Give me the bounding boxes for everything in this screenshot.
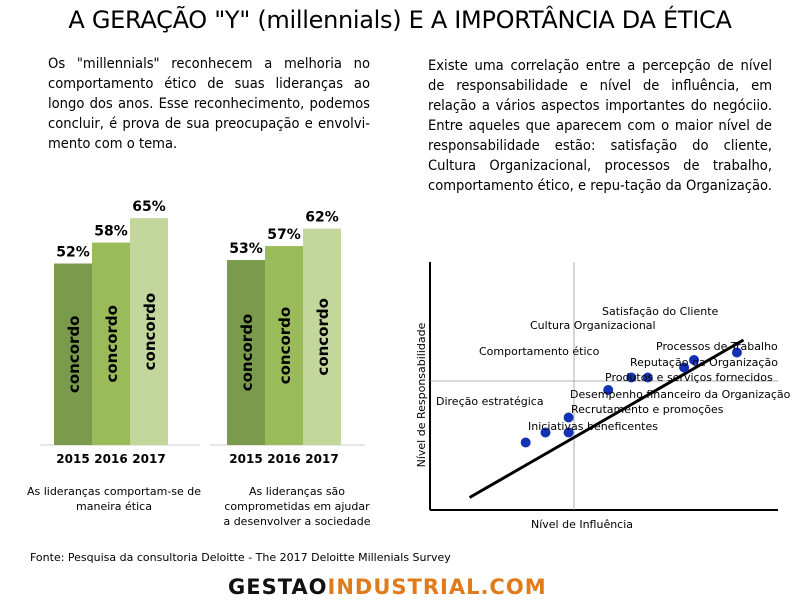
brand-logo[interactable]: GESTAOINDUSTRIAL.COM <box>228 575 588 599</box>
scatter-point-label: Cultura Organizacional <box>530 319 656 332</box>
scatter-point-label: Desempenho financeiro da Organização <box>570 388 791 401</box>
bar-value-label: 52% <box>56 245 90 261</box>
bar-category-label: 2017 <box>132 452 165 466</box>
scatter-point <box>563 427 574 438</box>
bar-chart-2-caption: As lideranças são comprometidas em ajuda… <box>223 485 371 528</box>
scatter-point <box>540 427 551 438</box>
scatter-point-label: Direção estratégica <box>436 395 544 408</box>
scatter-point-label: Comportamento ético <box>479 345 600 358</box>
scatter-point-label: Processos de Trabalho <box>656 340 778 353</box>
brand-part-2: INDUSTRIAL.COM <box>327 575 547 599</box>
scatter-point-label: Reputação da Organização <box>630 356 778 369</box>
bar-1-2017 <box>130 218 168 445</box>
bar-inner-label: concordo <box>238 314 256 392</box>
left-paragraph: Os "millennials" reconhecem a melhoria n… <box>48 55 370 152</box>
bar-inner-label: concordo <box>103 305 121 383</box>
bar-category-label: 2015 <box>229 452 262 466</box>
scatter-y-label: Nível de Responsabilidade <box>415 322 428 467</box>
scatter-point <box>642 372 653 383</box>
scatter-point-label: Satisfação do Cliente <box>602 305 719 318</box>
bar-category-label: 2016 <box>94 452 127 466</box>
bar-inner-label: concordo <box>314 298 332 376</box>
scatter-point <box>679 362 690 373</box>
scatter-point-label: Recrutamento e promoções <box>571 403 724 416</box>
bar-1-2016 <box>92 242 130 445</box>
scatter-x-label: Nível de Influência <box>531 518 633 531</box>
bar-category-label: 2016 <box>267 452 300 466</box>
bar-value-label: 62% <box>305 210 339 226</box>
right-paragraph: Existe uma correlação entre a percepção … <box>428 57 772 194</box>
bar-1-2015 <box>54 263 92 445</box>
source-note: Fonte: Pesquisa da consultoria Deloitte … <box>30 551 451 564</box>
scatter-trend-line <box>468 338 745 499</box>
scatter-point <box>626 372 637 383</box>
bar-inner-label: concordo <box>65 316 83 394</box>
scatter-point-label: Produtos e serviços fornecidos <box>605 371 773 384</box>
brand-part-1: GESTAO <box>228 575 328 599</box>
bar-inner-label: concordo <box>141 293 159 371</box>
bar-category-label: 2017 <box>305 452 338 466</box>
bar-value-label: 57% <box>267 227 301 243</box>
bar-value-label: 53% <box>229 241 263 257</box>
page-title: A GERAÇÃO "Y" (millennials) E A IMPORTÂN… <box>68 6 732 34</box>
bar-2-2017 <box>303 228 341 445</box>
bar-value-label: 58% <box>94 224 128 240</box>
scatter-point <box>731 347 742 358</box>
scatter-point-label: Iniciativas beneficentes <box>528 420 658 433</box>
bar-2-2015 <box>227 260 265 445</box>
bar-2-2016 <box>265 246 303 445</box>
scatter-point <box>689 355 699 365</box>
bar-chart-1-caption: As lideranças comportam-se de maneira ét… <box>26 485 202 513</box>
scatter-point <box>520 437 531 448</box>
bar-inner-label: concordo <box>276 307 294 385</box>
bar-category-label: 2015 <box>56 452 89 466</box>
bar-value-label: 65% <box>132 199 166 215</box>
scatter-point <box>563 412 574 423</box>
scatter-point <box>603 385 614 395</box>
